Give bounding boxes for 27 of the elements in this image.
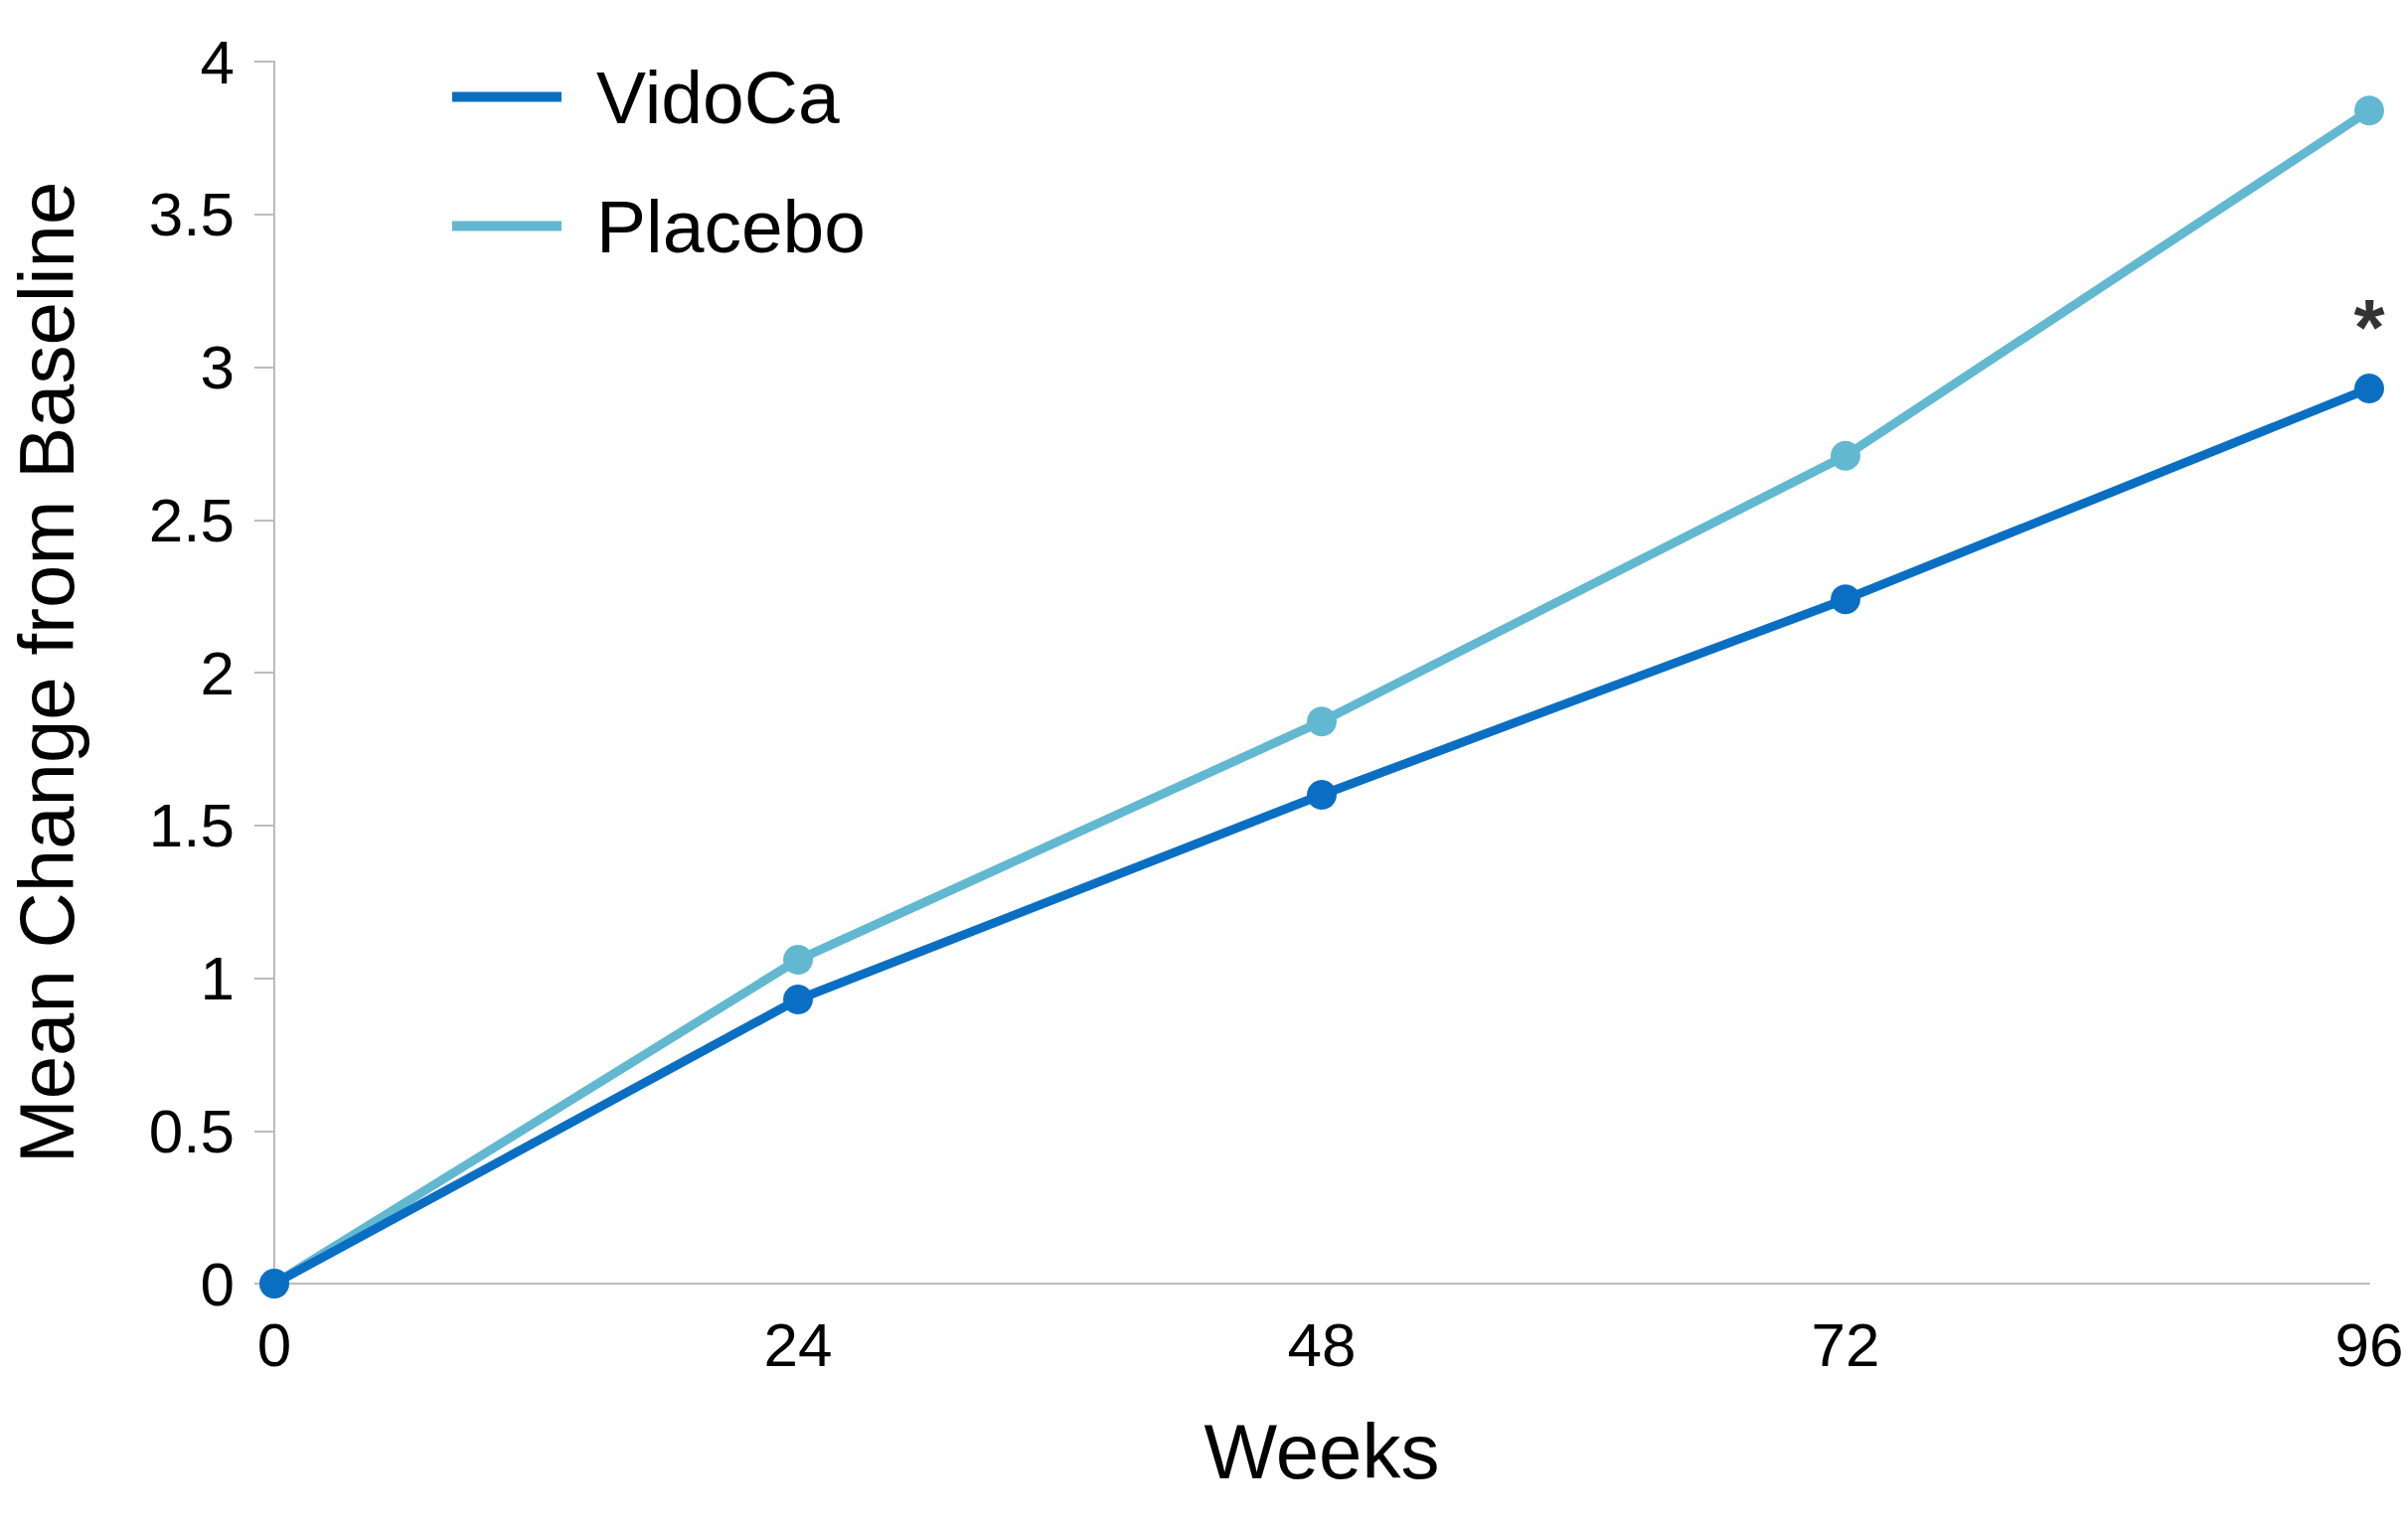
- y-tick-label: 3.5: [148, 180, 235, 249]
- y-tick-label: 4: [200, 27, 235, 96]
- x-axis-title: Weeks: [1204, 1408, 1440, 1495]
- y-tick-label: 0.5: [148, 1096, 235, 1165]
- y-tick-label: 2: [200, 638, 235, 707]
- x-tick-label: 0: [256, 1309, 292, 1379]
- point: [1831, 584, 1860, 615]
- annotation: *: [2353, 282, 2386, 372]
- y-tick-label: 3: [200, 333, 235, 401]
- point: [2354, 374, 2384, 404]
- point: [2354, 95, 2384, 126]
- point: [783, 985, 813, 1015]
- x-tick-label: 48: [1287, 1309, 1357, 1379]
- y-tick-label: 1: [200, 944, 235, 1012]
- y-tick-label: 2.5: [148, 485, 235, 554]
- legend-label: Placebo: [596, 184, 867, 268]
- point: [783, 945, 813, 976]
- legend-label: VidoCa: [596, 55, 840, 139]
- point: [1831, 440, 1860, 471]
- y-tick-label: 1.5: [148, 791, 235, 860]
- point: [1307, 706, 1337, 737]
- point: [1307, 780, 1337, 810]
- y-tick-label: 0: [200, 1249, 235, 1318]
- x-tick-label: 96: [2334, 1309, 2404, 1379]
- x-tick-label: 72: [1811, 1309, 1880, 1379]
- x-tick-label: 24: [763, 1309, 833, 1379]
- y-axis-title: Mean Change from Baseline: [3, 181, 90, 1164]
